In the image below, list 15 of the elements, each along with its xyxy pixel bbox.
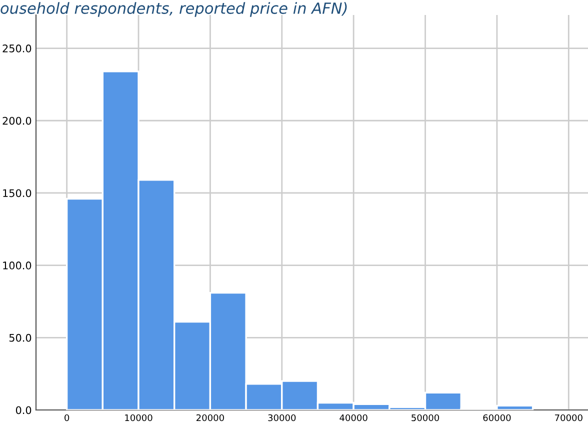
x-tick-label: 30000 — [268, 414, 296, 422]
y-tick-label: 100.0 — [3, 262, 32, 270]
y-tick-label: 150.0 — [3, 189, 32, 198]
x-tick-label: 60000 — [483, 414, 511, 422]
y-tick-label: 0.0 — [16, 406, 32, 414]
y-tick-label: 250.0 — [2, 44, 32, 52]
x-tick-label: 0 — [64, 414, 70, 422]
x-tick-label: 20000 — [196, 414, 224, 422]
x-tick-label: 10000 — [125, 414, 152, 422]
y-tick-label: 200.0 — [2, 116, 32, 125]
x-tick-label: 50000 — [412, 414, 440, 422]
y-tick-label: 50.0 — [9, 334, 32, 342]
x-tick-label: 40000 — [340, 414, 368, 422]
x-tick-label: 70000 — [555, 414, 582, 422]
chart-title: ousehold respondents, reported price in AFN) — [0, 2, 347, 17]
